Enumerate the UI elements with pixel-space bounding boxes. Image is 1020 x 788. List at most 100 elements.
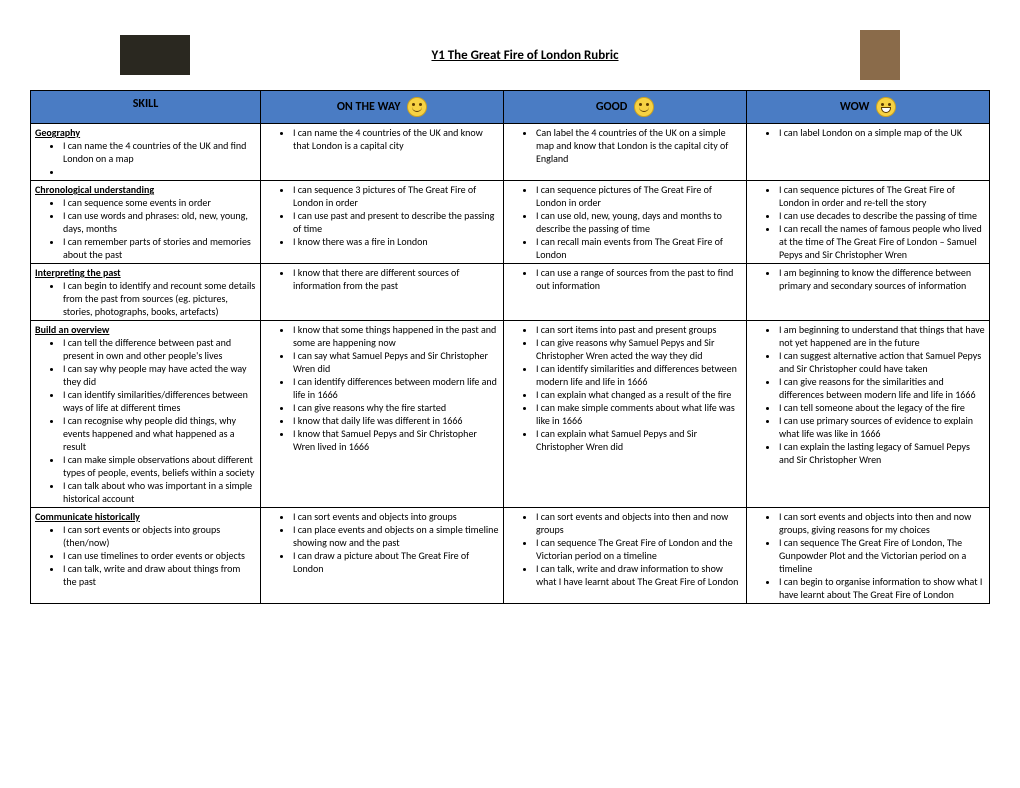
- header-on-the-way-label: ON THE WAY: [337, 100, 401, 114]
- skill-title: Geography: [35, 126, 80, 139]
- header-skill: SKILL: [31, 91, 261, 124]
- portrait-image: [860, 30, 900, 80]
- list-item: I can recall main events from The Great …: [536, 235, 742, 261]
- good-cell: Can label the 4 countries of the UK on a…: [504, 124, 747, 181]
- good-cell: I can sort items into past and present g…: [504, 321, 747, 508]
- skill-title: Chronological understanding: [35, 183, 154, 196]
- rubric-table: SKILL ON THE WAY GOOD WOW GeographyI can…: [30, 90, 990, 604]
- list-item: I can name the 4 countries of the UK and…: [63, 139, 256, 165]
- header-wow-label: WOW: [840, 100, 870, 114]
- list-item: I can tell the difference between past a…: [63, 336, 256, 362]
- list-item: I can make simple comments about what li…: [536, 401, 742, 427]
- list-item: I can sort events and objects into then …: [536, 510, 742, 536]
- list-item: I know that some things happened in the …: [293, 323, 499, 349]
- table-row: Interpreting the pastI can begin to iden…: [31, 264, 990, 321]
- list-item: I can identify similarities and differen…: [536, 362, 742, 388]
- list-item: I can give reasons why the fire started: [293, 401, 499, 414]
- table-row: Build an overviewI can tell the differen…: [31, 321, 990, 508]
- list-item: I can name the 4 countries of the UK and…: [293, 126, 499, 152]
- skill-cell: Communicate historicallyI can sort event…: [31, 508, 261, 604]
- list-item: I can sort events and objects into then …: [779, 510, 985, 536]
- table-row: GeographyI can name the 4 countries of t…: [31, 124, 990, 181]
- list-item: I can explain the lasting legacy of Samu…: [779, 440, 985, 466]
- list-item: I can use primary sources of evidence to…: [779, 414, 985, 440]
- wow-cell: I can sequence pictures of The Great Fir…: [747, 181, 990, 264]
- list-item: I can identify similarities/differences …: [63, 388, 256, 414]
- list-item: I can use decades to describe the passin…: [779, 209, 985, 222]
- header-on-the-way: ON THE WAY: [261, 91, 504, 124]
- fire-painting-image: [120, 35, 190, 75]
- header-skill-label: SKILL: [133, 97, 159, 111]
- header: Y1 The Great Fire of London Rubric: [120, 30, 900, 80]
- list-item: I can use old, new, young, days and mont…: [536, 209, 742, 235]
- list-item: I can talk, write and draw information t…: [536, 562, 742, 588]
- list-item: I can use past and present to describe t…: [293, 209, 499, 235]
- list-item: I can use words and phrases: old, new, y…: [63, 209, 256, 235]
- skill-cell: GeographyI can name the 4 countries of t…: [31, 124, 261, 181]
- list-item: Can label the 4 countries of the UK on a…: [536, 126, 742, 165]
- list-item: I can explain what Samuel Pepys and Sir …: [536, 427, 742, 453]
- header-wow: WOW: [747, 91, 990, 124]
- list-item: I can sort items into past and present g…: [536, 323, 742, 336]
- list-item: I can give reasons for the similarities …: [779, 375, 985, 401]
- list-item: I can sequence 3 pictures of The Great F…: [293, 183, 499, 209]
- list-item: I can draw a picture about The Great Fir…: [293, 549, 499, 575]
- list-item: I can place events and objects on a simp…: [293, 523, 499, 549]
- header-good: GOOD: [504, 91, 747, 124]
- list-item: I can begin to identify and recount some…: [63, 279, 256, 318]
- list-item: I can make simple observations about dif…: [63, 453, 256, 479]
- list-item: I can suggest alternative action that Sa…: [779, 349, 985, 375]
- list-item: I can sequence some events in order: [63, 196, 256, 209]
- table-row: Chronological understandingI can sequenc…: [31, 181, 990, 264]
- list-item: I can recognise why people did things, w…: [63, 414, 256, 453]
- list-item: I can sequence pictures of The Great Fir…: [779, 183, 985, 209]
- skill-title: Interpreting the past: [35, 266, 121, 279]
- list-item: I am beginning to understand that things…: [779, 323, 985, 349]
- list-item: I know that there are different sources …: [293, 266, 499, 292]
- list-item: I can use timelines to order events or o…: [63, 549, 256, 562]
- page-title: Y1 The Great Fire of London Rubric: [190, 48, 860, 63]
- list-item: I can say what Samuel Pepys and Sir Chri…: [293, 349, 499, 375]
- list-item: I can remember parts of stories and memo…: [63, 235, 256, 261]
- list-item: I can explain what changed as a result o…: [536, 388, 742, 401]
- list-item: I can identify differences between moder…: [293, 375, 499, 401]
- list-item: I can give reasons why Samuel Pepys and …: [536, 336, 742, 362]
- list-item: I can label London on a simple map of th…: [779, 126, 985, 139]
- list-item: I can say why people may have acted the …: [63, 362, 256, 388]
- on_the_way-cell: I can name the 4 countries of the UK and…: [261, 124, 504, 181]
- list-item: I know that daily life was different in …: [293, 414, 499, 427]
- list-item: I can sort events and objects into group…: [293, 510, 499, 523]
- good-cell: I can sort events and objects into then …: [504, 508, 747, 604]
- list-item: I can sort events or objects into groups…: [63, 523, 256, 549]
- list-item: I know there was a fire in London: [293, 235, 499, 248]
- skill-cell: Chronological understandingI can sequenc…: [31, 181, 261, 264]
- skill-title: Build an overview: [35, 323, 109, 336]
- list-item: I can tell someone about the legacy of t…: [779, 401, 985, 414]
- on_the_way-cell: I can sequence 3 pictures of The Great F…: [261, 181, 504, 264]
- wow-cell: I can label London on a simple map of th…: [747, 124, 990, 181]
- list-item: I can use a range of sources from the pa…: [536, 266, 742, 292]
- list-item: I can talk, write and draw about things …: [63, 562, 256, 588]
- skill-cell: Interpreting the pastI can begin to iden…: [31, 264, 261, 321]
- list-item: I can sequence The Great Fire of London,…: [779, 536, 985, 575]
- list-item: I know that Samuel Pepys and Sir Christo…: [293, 427, 499, 453]
- list-item: I can recall the names of famous people …: [779, 222, 985, 261]
- wow-cell: I can sort events and objects into then …: [747, 508, 990, 604]
- good-cell: I can use a range of sources from the pa…: [504, 264, 747, 321]
- wow-cell: I am beginning to understand that things…: [747, 321, 990, 508]
- list-item: I can sequence pictures of The Great Fir…: [536, 183, 742, 209]
- good-cell: I can sequence pictures of The Great Fir…: [504, 181, 747, 264]
- on_the_way-cell: I know that some things happened in the …: [261, 321, 504, 508]
- list-item: [63, 165, 256, 178]
- list-item: I can sequence The Great Fire of London …: [536, 536, 742, 562]
- skill-cell: Build an overviewI can tell the differen…: [31, 321, 261, 508]
- table-row: Communicate historicallyI can sort event…: [31, 508, 990, 604]
- header-good-label: GOOD: [596, 100, 627, 114]
- skill-title: Communicate historically: [35, 510, 140, 523]
- on_the_way-cell: I can sort events and objects into group…: [261, 508, 504, 604]
- grin-icon: [876, 97, 896, 117]
- wow-cell: I am beginning to know the difference be…: [747, 264, 990, 321]
- smile-icon: [634, 97, 654, 117]
- on_the_way-cell: I know that there are different sources …: [261, 264, 504, 321]
- list-item: I am beginning to know the difference be…: [779, 266, 985, 292]
